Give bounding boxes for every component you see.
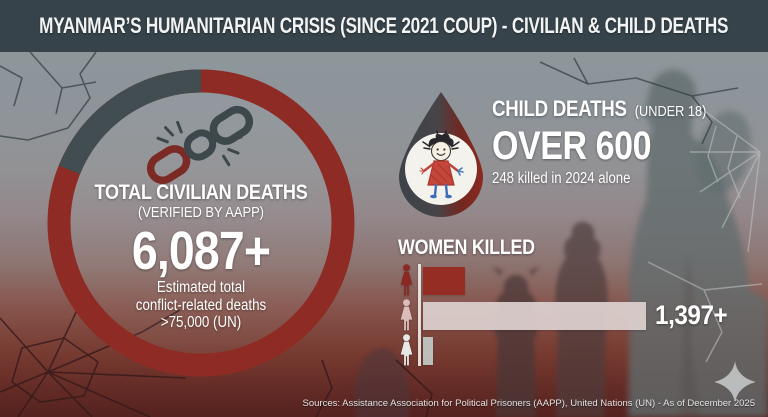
bar-women-row2 [423, 301, 646, 330]
child-deaths-value: OVER 600 [492, 124, 652, 168]
title-bar: MYANMAR’S HUMANITARIAN CRISIS (SINCE 202… [0, 0, 768, 52]
glass-cracks-top [0, 51, 739, 145]
sparkle-icon [714, 361, 756, 403]
woman-figure-icon [400, 264, 413, 296]
bar-women-row1 [423, 266, 465, 295]
footer-sources: Sources: Assistance Association for Poli… [302, 398, 756, 409]
civilian-deaths-note-line1: Estimated total [156, 279, 246, 296]
mother-silhouette-image [628, 69, 768, 417]
civilian-deaths-text: TOTAL CIVILIAN DEATHS (VERIFIED BY AAPP)… [56, 182, 346, 332]
child-deaths-qualifier: (UNDER 18) [634, 103, 707, 120]
blood-drop-child-drawing-icon [399, 92, 483, 217]
glass-shatter-right [647, 111, 763, 363]
stat-ring-red [47, 69, 355, 377]
page-title: MYANMAR’S HUMANITARIAN CRISIS (SINCE 202… [39, 13, 729, 38]
civilian-deaths-note-line3: >75,000 (UN) [160, 314, 242, 331]
bar-women-row3 [423, 336, 433, 365]
bar-label-row2: 1,397+ [655, 300, 728, 330]
women-killed-section: WOMEN KILLED 1,397+ [398, 236, 768, 368]
civilian-deaths-value: 6,087+ [131, 221, 271, 281]
child-deaths-heading-line: CHILD DEATHS (UNDER 18) [492, 96, 706, 122]
stat-ring-gray-arc [58, 69, 202, 175]
civilian-deaths-ring [47, 69, 355, 377]
women-killed-bar-row: 1,397+ [398, 298, 768, 333]
child-deaths-heading: CHILD DEATHS [492, 96, 627, 121]
broken-chain-icon [146, 105, 254, 185]
civilian-deaths-note-line2: conflict-related deaths [135, 296, 267, 314]
women-killed-bar-row [398, 263, 768, 298]
crayon-girl-drawing [419, 130, 464, 199]
women-killed-bar-row [398, 333, 768, 368]
child-deaths-note: 248 killed in 2024 alone [492, 170, 631, 187]
chart-axis-line [418, 264, 421, 366]
women-killed-bar-chart: 1,397+ [398, 263, 768, 368]
women-killed-heading: WOMEN KILLED [398, 236, 535, 259]
glass-shatter-bottom-left [0, 307, 433, 417]
child-deaths-text: CHILD DEATHS (UNDER 18) OVER 600 248 kil… [492, 96, 768, 188]
woman-figure-icon [400, 299, 413, 331]
woman-figure-icon [400, 334, 413, 366]
civilian-deaths-subheading: (VERIFIED BY AAPP) [138, 204, 264, 221]
civilian-deaths-heading: TOTAL CIVILIAN DEATHS [94, 181, 308, 204]
